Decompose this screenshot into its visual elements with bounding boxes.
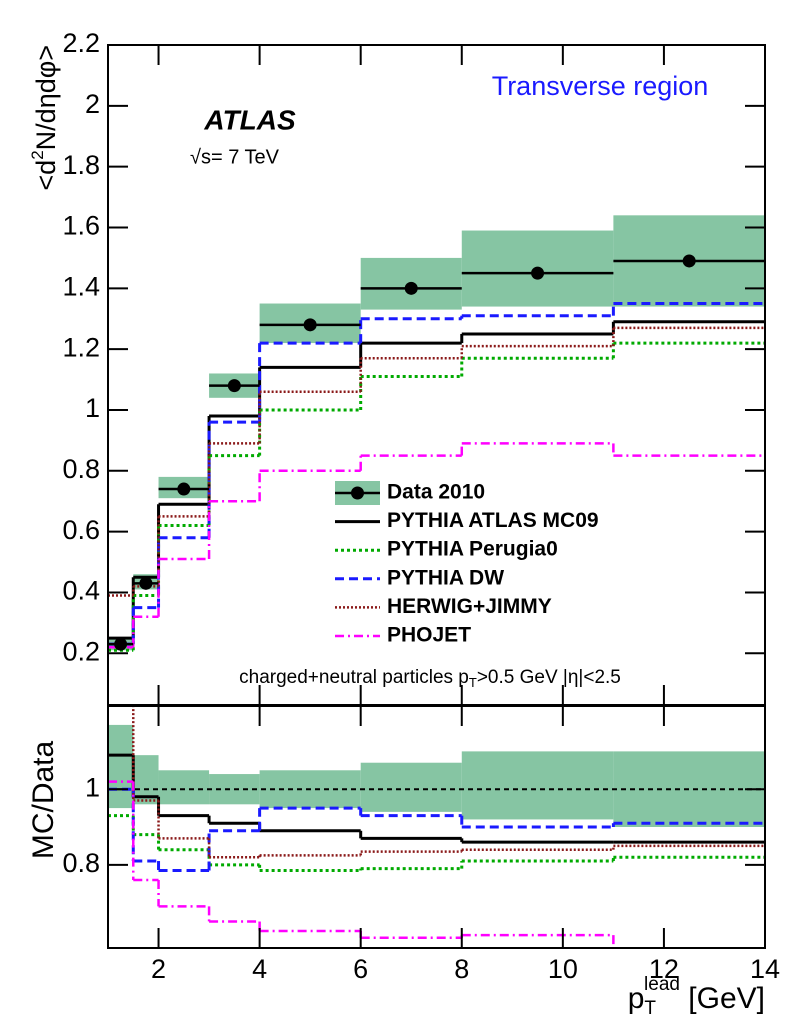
syst-band: [360, 762, 462, 812]
y-tick-label: 2: [85, 89, 100, 119]
y-tick-label: 0.8: [62, 848, 100, 878]
x-label-sup: lead: [644, 974, 680, 995]
y-tick-label: 1.6: [62, 211, 100, 241]
data-point: [531, 266, 545, 280]
y-tick-label: 1: [85, 393, 100, 423]
syst-band: [158, 770, 210, 805]
y-tick-label: 0.6: [62, 515, 100, 545]
x-label-main: p: [628, 982, 645, 1015]
y-tick-label: 2.2: [62, 28, 100, 58]
syst-band: [461, 751, 614, 820]
legend-label: PYTHIA DW: [387, 566, 504, 589]
annotation: charged+neutral particles pT>0.5 GeV |η|…: [239, 667, 621, 690]
syst-band: [108, 724, 134, 809]
x-tick-label: 2: [151, 954, 166, 984]
y-tick-label: 1: [85, 772, 100, 802]
legend-label: PHOJET: [387, 624, 471, 647]
x-tick-label: 4: [252, 954, 267, 984]
y-tick-label: 1.4: [62, 271, 100, 301]
data-point: [114, 637, 128, 651]
data-point: [682, 254, 696, 268]
region-title: Transverse region: [492, 71, 709, 101]
x-tick-label: 6: [353, 954, 368, 984]
legend-label: PYTHIA ATLAS MC09: [387, 509, 599, 532]
legend-label: Data 2010: [387, 481, 485, 504]
x-tick-label: 10: [548, 954, 578, 984]
annotation-sub: T: [469, 675, 477, 690]
plot-area: [108, 706, 765, 948]
y-axis-label: <d2N/dηdφ>: [28, 45, 61, 191]
x-tick-label: 14: [750, 954, 780, 984]
legend-swatch: [351, 486, 364, 500]
y-label-rest: N/dηdφ>: [31, 45, 61, 150]
y-tick-label: 1.8: [62, 150, 100, 180]
legend: Data 2010 PYTHIA ATLAS MC09 PYTHIA Perugia…: [335, 481, 599, 647]
x-label-sub: T: [644, 998, 656, 1019]
data-point: [227, 379, 241, 393]
data-point: [139, 576, 153, 590]
y-tick-label: 0.8: [62, 454, 100, 484]
legend-label: PYTHIA Perugia0: [387, 538, 558, 561]
y-label-main: <d: [31, 160, 61, 191]
legend-label: HERWIG+JIMMY: [387, 595, 552, 618]
frame: [107, 705, 766, 949]
y-tick-label: 1.2: [62, 332, 100, 362]
y-tick-label: 0.2: [62, 636, 100, 666]
experiment-label: ATLAS: [203, 104, 296, 135]
x-tick-label: 12: [649, 954, 679, 984]
x-axis-label: pTlead [GeV]: [628, 974, 765, 1019]
y-axis-label: MC/Data: [27, 741, 60, 860]
annotation-main: charged+neutral particles p: [239, 667, 469, 688]
energy-label: √s= 7 TeV: [190, 146, 280, 168]
y-label-sup: 2: [28, 150, 47, 159]
y-tick-label: 0.4: [62, 576, 100, 606]
data-point: [303, 318, 317, 332]
x-tick-label: 8: [454, 954, 469, 984]
plot-area: [108, 215, 765, 652]
data-point: [404, 281, 418, 295]
annotation-rest: >0.5 GeV |η|<2.5: [477, 667, 621, 688]
x-label-unit: [GeV]: [680, 982, 765, 1015]
data-point: [177, 482, 191, 496]
